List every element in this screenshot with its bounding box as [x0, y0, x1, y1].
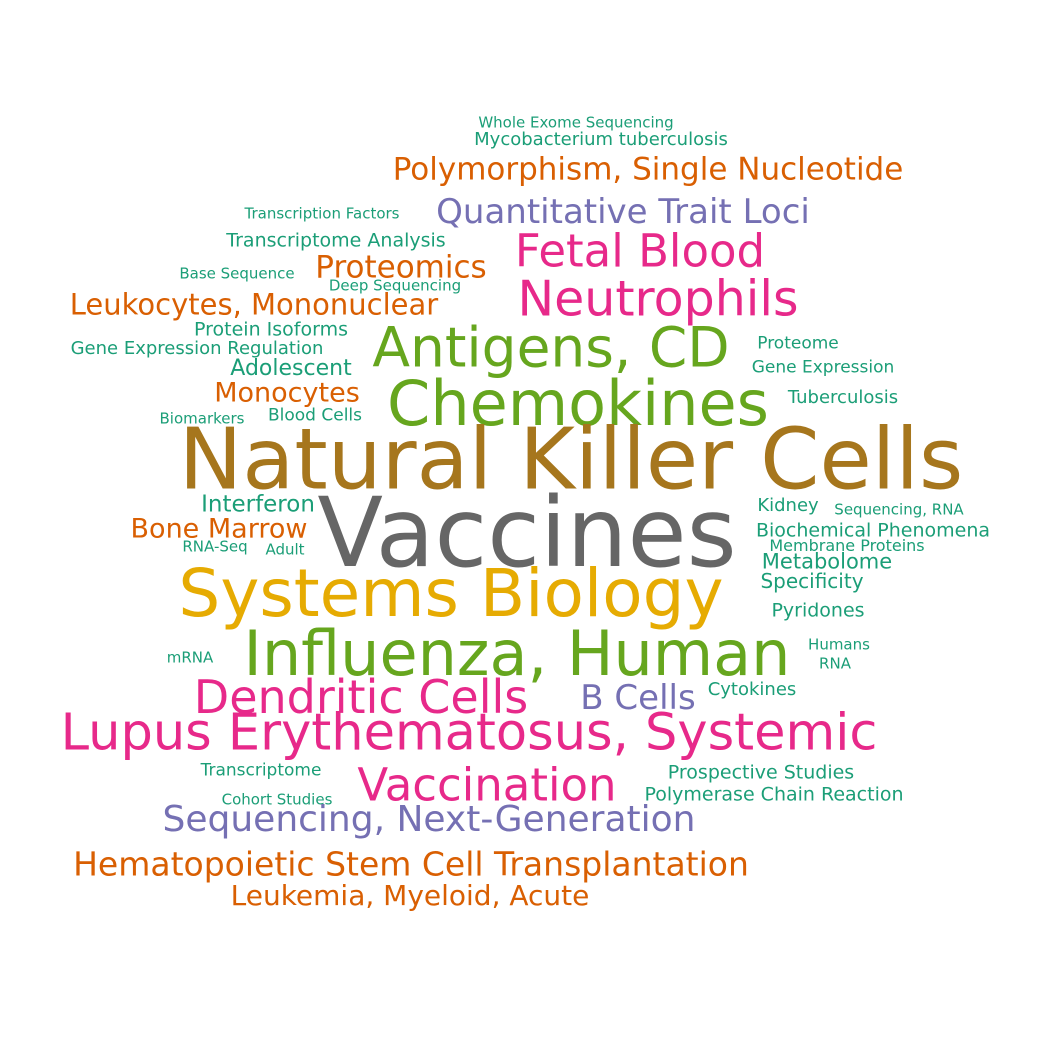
word-humans: Humans — [808, 635, 870, 654]
word-prospective-studies: Prospective Studies — [667, 761, 855, 784]
word-rna-seq: RNA-Seq — [182, 537, 248, 556]
word-influenza-human: Influenza, Human — [243, 617, 791, 690]
word-systems-biology: Systems Biology — [178, 555, 724, 632]
word-quantitative-trait-loci: Quantitative Trait Loci — [436, 192, 810, 232]
word-membrane-proteins: Membrane Proteins — [769, 536, 925, 555]
word-cohort-studies: Cohort Studies — [221, 790, 333, 809]
word-biochemical-phenomena: Biochemical Phenomena — [755, 519, 991, 542]
word-mrna: mRNA — [166, 648, 214, 667]
word-neutrophils: Neutrophils — [517, 270, 799, 328]
word-transcriptome-analysis: Transcriptome Analysis — [226, 229, 446, 252]
word-base-sequence: Base Sequence — [179, 264, 295, 283]
word-rna: RNA — [819, 654, 851, 673]
word-tuberculosis: Tuberculosis — [787, 387, 899, 408]
word-antigens-cd: Antigens, CD — [372, 315, 730, 380]
word-sequencing-next-generation: Sequencing, Next-Generation — [162, 799, 696, 840]
word-fetal-blood: Fetal Blood — [514, 224, 766, 278]
word-biomarkers: Biomarkers — [159, 409, 245, 428]
word-deep-sequencing: Deep Sequencing — [328, 276, 462, 295]
word-polymerase-chain-reaction: Polymerase Chain Reaction — [644, 783, 904, 806]
word-monocytes: Monocytes — [214, 377, 360, 409]
word-whole-exome-sequencing: Whole Exome Sequencing — [478, 113, 674, 132]
word-adolescent: Adolescent — [230, 356, 352, 381]
word-vaccination: Vaccination — [357, 758, 617, 812]
word-leukemia-myeloid-acute: Leukemia, Myeloid, Acute — [230, 879, 590, 912]
word-blood-cells: Blood Cells — [267, 405, 363, 426]
word-polymorphism-single-nucleotide: Polymorphism, Single Nucleotide — [392, 151, 904, 188]
word-b-cells: B Cells — [580, 678, 696, 718]
word-gene-expression-regulation: Gene Expression Regulation — [70, 338, 324, 359]
word-mycobacterium-tuberculosis: Mycobacterium tuberculosis — [474, 129, 728, 150]
word-vaccines: Vaccines — [317, 477, 737, 589]
word-kidney: Kidney — [757, 495, 819, 516]
word-leukocytes-mononuclear: Leukocytes, Mononuclear — [69, 287, 439, 322]
word-sequencing-rna: Sequencing, RNA — [834, 500, 964, 519]
word-interferon: Interferon — [201, 491, 315, 518]
word-cytokines: Cytokines — [707, 679, 797, 700]
word-lupus-erythematosus-systemic: Lupus Erythematosus, Systemic — [60, 703, 878, 763]
word-specificity: Specificity — [760, 569, 864, 593]
word-transcriptome: Transcriptome — [200, 760, 322, 781]
word-chemokines: Chemokines — [387, 367, 769, 440]
word-metabolome: Metabolome — [761, 549, 893, 574]
word-pyridones: Pyridones — [771, 599, 865, 622]
word-bone-marrow: Bone Marrow — [130, 513, 308, 545]
word-protein-isoforms: Protein Isoforms — [194, 318, 348, 341]
word-dendritic-cells: Dendritic Cells — [193, 670, 529, 724]
word-adult: Adult — [265, 540, 305, 559]
word-transcription-factors: Transcription Factors — [244, 204, 400, 223]
word-hematopoietic-stem-cell-transplantation: Hematopoietic Stem Cell Transplantation — [73, 844, 749, 884]
word-proteome: Proteome — [757, 333, 839, 354]
word-gene-expression: Gene Expression — [751, 357, 895, 378]
word-proteomics: Proteomics — [315, 249, 487, 286]
word-natural-killer-cells: Natural Killer Cells — [178, 410, 964, 510]
